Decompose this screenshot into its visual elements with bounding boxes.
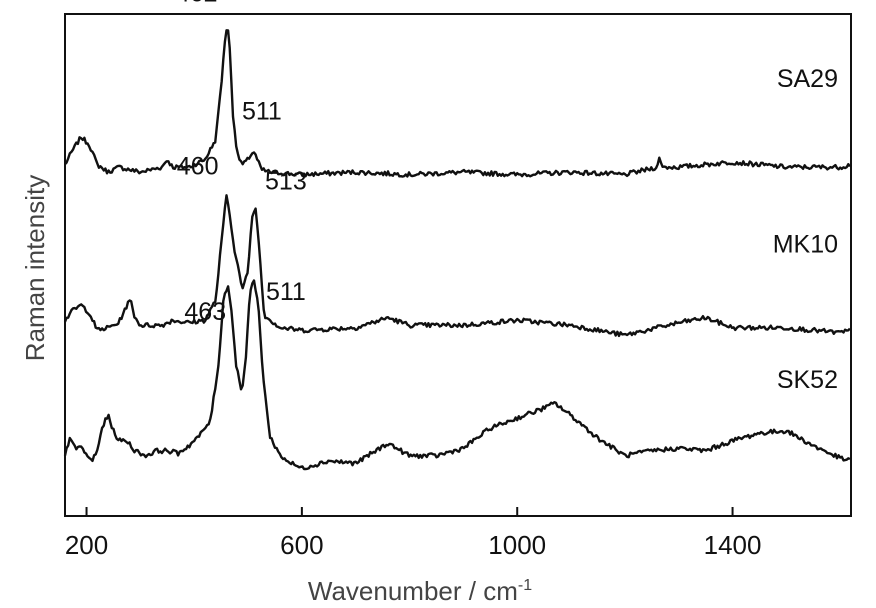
peak-label-sa29-462: 462 (176, 0, 218, 7)
x-tick-label-600: 600 (280, 530, 323, 560)
x-axis-ticks (85, 507, 734, 516)
y-axis-title: Raman intensity (20, 175, 50, 361)
x-axis-title: Wavenumber / cm-1 (308, 576, 532, 606)
x-axis-title-text: Wavenumber / cm (308, 576, 518, 606)
series-labels: SA29 MK10 SK52 (773, 65, 838, 394)
peak-label-mk10-513: 513 (265, 168, 307, 196)
x-tick-label-1400: 1400 (704, 530, 762, 560)
series-line-sk52 (63, 279, 851, 471)
series-label-mk10: MK10 (773, 230, 838, 258)
series-line-mk10 (63, 194, 851, 338)
x-axis-tick-labels: 200 600 1000 1400 (65, 530, 762, 560)
peak-label-sa29-511: 511 (242, 97, 282, 125)
x-tick-label-200: 200 (65, 530, 108, 560)
peak-label-sk52-463: 463 (184, 298, 226, 326)
peak-label-mk10-460: 460 (177, 153, 219, 181)
series-label-sk52: SK52 (777, 366, 838, 394)
x-tick-label-1000: 1000 (488, 530, 546, 560)
spectra-series (63, 29, 851, 471)
series-label-sa29: SA29 (777, 65, 838, 93)
series-line-sa29 (64, 29, 851, 178)
peak-labels: 462 511 460 513 463 511 (176, 0, 307, 326)
peak-label-sk52-511: 511 (266, 278, 306, 306)
x-axis-title-superscript: -1 (518, 577, 532, 594)
plot-frame (64, 13, 852, 517)
